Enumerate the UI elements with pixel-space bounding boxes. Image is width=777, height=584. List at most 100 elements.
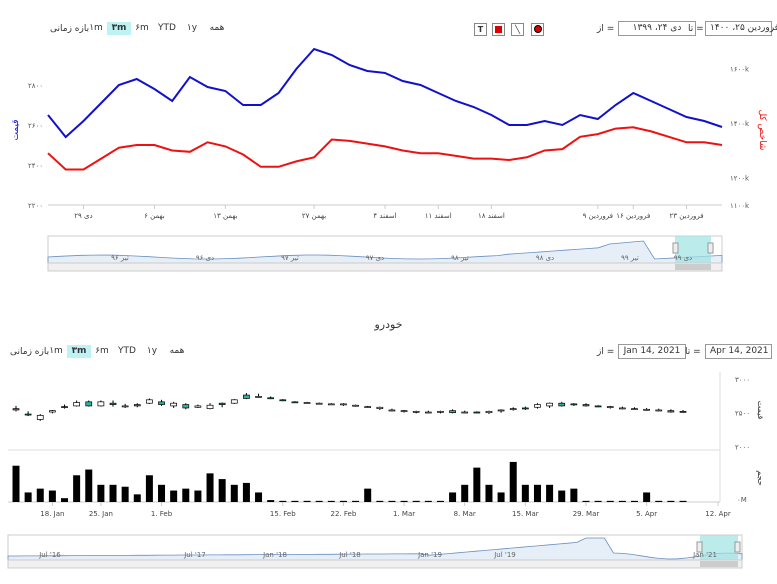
candle-body [606,406,614,408]
text-tool-icon[interactable]: T [474,23,487,36]
volume-bar [533,484,541,502]
candle-body [327,403,335,406]
volume-bar [424,500,432,502]
candle-body [73,402,80,407]
x-tick-label: 1. Feb [151,510,173,518]
volume-axis-title: حجم [756,470,765,485]
range-button-4[interactable]: ۱y [186,23,198,33]
navigator-label: Jan '21 [692,551,717,559]
candle-body [594,405,602,408]
volume-bar [339,500,347,502]
volume-bar [255,492,263,502]
navigator-handle-right [707,242,714,254]
circle-tool-icon[interactable] [531,23,544,36]
navigator-handle-right [734,541,741,553]
candle-body [121,405,129,408]
volume-bar [279,500,287,502]
volume-bar [582,500,590,502]
navigator-selection [675,236,711,263]
range-button-1[interactable]: ۳m [107,22,131,35]
volume-bar [570,488,578,502]
candle-body [497,409,505,412]
navigator-label: Jul '19 [493,551,516,559]
range-button-2[interactable]: ۶m [135,23,149,33]
y-right-tick: ۱۲۰۰k [730,175,750,183]
volume-bar [473,467,481,502]
range-button-4[interactable]: ۱y [146,346,158,356]
top-to-date-input[interactable]: فروردین ۲۵، ۱۴۰۰ [705,21,777,36]
candle-body [558,402,566,407]
candle-body [509,408,517,410]
candle-body [303,402,311,404]
x-tick-label: اسفند ۱۱ [425,212,452,220]
volume-bar [509,461,517,502]
x-tick-label: 29. Mar [573,510,600,518]
scrollbar-track [47,262,723,272]
series-line-1 [47,126,723,171]
volume-bar [388,500,396,502]
top-range-label: بازه زمانی [50,24,90,34]
candle-body [267,397,275,400]
volume-bar [303,500,311,502]
rectangle-tool-icon[interactable] [492,23,505,36]
volume-bar [618,500,626,502]
x-tick-label: 5. Apr [636,510,657,518]
y-price-tick: ۳۰۰۰ [735,376,750,384]
volume-bar [449,492,457,502]
volume-bar [242,482,250,502]
volume-bar [267,500,275,502]
volume-bar [182,488,190,502]
volume-bar [606,500,614,502]
volume-bar [400,500,408,502]
left-axis-title: قیمت [11,119,21,140]
volume-bar [12,465,20,502]
x-tick-label: بهمن ۱۳ [213,212,237,220]
range-button-3[interactable]: YTD [118,346,136,356]
volume-bar [352,500,360,502]
x-tick-label: فروردین ۹ [583,212,613,220]
candle-body [206,404,214,409]
range-button-3[interactable]: YTD [158,23,176,33]
navigator-selection [700,535,738,560]
volume-bar [376,500,384,502]
volume-bar [315,500,323,502]
volume-bar [170,490,178,502]
volume-bar [145,475,153,502]
x-tick-label: بهمن ۲۷ [302,212,326,220]
candle-body [218,402,226,405]
volume-bar [327,500,335,502]
range-button-2[interactable]: ۶m [95,346,109,356]
y-left-tick: ۲۴۰۰ [28,162,43,170]
volume-bar [230,484,238,502]
bottom-range-label: بازه زمانی [10,347,50,357]
volume-bar [521,484,529,502]
scrollbar-track [7,559,743,569]
bottom-from-label: از = [597,347,615,357]
range-button-5[interactable]: همه [169,346,185,356]
bottom-to-date-input[interactable]: Apr 14, 2021 [705,344,772,359]
top-from-date-input[interactable]: دی ۲۴، ۱۳۹۹ [618,21,696,36]
top-chart: ۲۸۰۰ ۲۶۰۰ ۲۴۰۰ ۲۲۰۰ ۱۶۰۰k ۱۴۰۰k ۱۲۰۰k ۱۱۰۰k قیمت… [11,47,767,272]
candle-body [643,408,650,411]
candle-body [631,408,638,410]
range-button-0[interactable]: ۱m [89,23,103,33]
navigator-label: Jul '18 [338,551,361,559]
x-tick-label: 15. Mar [512,510,539,518]
candle-body [412,410,420,413]
candle-body [170,402,178,407]
range-button-5[interactable]: همه [209,23,225,33]
x-tick-label: 12. Apr [705,510,731,518]
x-tick-label: 15. Feb [270,510,296,518]
line-tool-icon[interactable]: ╲ [511,23,524,36]
candle-body [582,404,590,407]
candle-body [61,406,68,408]
volume-bar [461,484,469,502]
range-button-1[interactable]: ۳m [67,345,91,358]
candle-body [158,401,165,405]
y-right-tick: ۱۱۰۰k [730,202,750,210]
bottom-from-date-input[interactable]: Jan 14, 2021 [618,344,686,359]
navigator-label: Jul '17 [183,551,206,559]
navigator-label: Jul '16 [38,551,61,559]
range-button-0[interactable]: ۱m [49,346,63,356]
x-tick-label: فروردین ۲۳ [669,212,703,220]
